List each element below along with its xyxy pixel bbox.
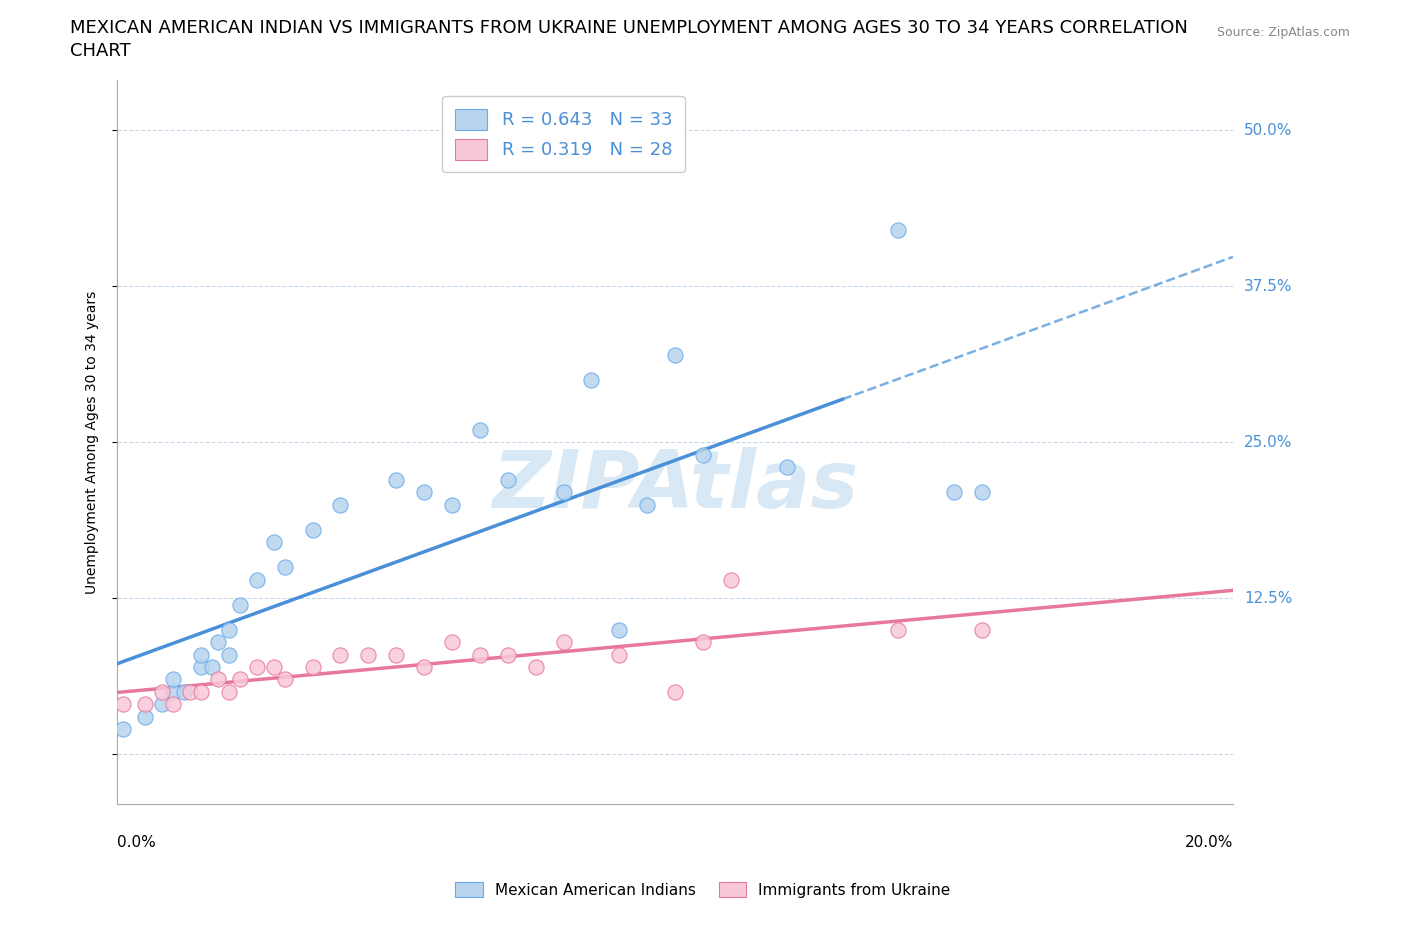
Point [609,647,631,662]
Text: 12.5%: 12.5% [1244,591,1292,605]
Point [692,634,714,649]
Point [468,647,491,662]
Point [111,722,134,737]
Y-axis label: Unemployment Among Ages 30 to 34 years: Unemployment Among Ages 30 to 34 years [86,290,100,594]
Text: 37.5%: 37.5% [1244,279,1292,294]
Text: Source: ZipAtlas.com: Source: ZipAtlas.com [1216,26,1350,39]
Point [468,422,491,437]
Point [441,634,464,649]
Point [496,472,519,487]
Point [263,535,285,550]
Point [179,684,201,699]
Point [201,659,224,674]
Point [413,659,436,674]
Point [413,485,436,499]
Point [273,560,295,575]
Point [273,672,295,687]
Point [609,622,631,637]
Point [329,498,352,512]
Point [301,659,323,674]
Point [720,572,742,587]
Point [263,659,285,674]
Point [636,498,658,512]
Point [581,372,603,387]
Point [887,222,910,237]
Text: 50.0%: 50.0% [1244,123,1292,138]
Point [970,622,993,637]
Point [301,522,323,537]
Point [664,348,686,363]
Point [229,597,252,612]
Point [357,647,380,662]
Point [134,697,156,711]
Point [664,684,686,699]
Point [162,672,184,687]
Point [190,659,212,674]
Point [162,684,184,699]
Point [970,485,993,499]
Point [887,622,910,637]
Text: MEXICAN AMERICAN INDIAN VS IMMIGRANTS FROM UKRAINE UNEMPLOYMENT AMONG AGES 30 TO: MEXICAN AMERICAN INDIAN VS IMMIGRANTS FR… [70,19,1188,36]
Legend: Mexican American Indians, Immigrants from Ukraine: Mexican American Indians, Immigrants fro… [449,875,957,904]
Point [776,459,799,474]
Point [246,659,269,674]
Point [150,684,173,699]
Point [692,447,714,462]
Point [150,697,173,711]
Text: CHART: CHART [70,42,131,60]
Point [441,498,464,512]
Point [173,684,195,699]
Point [943,485,966,499]
Point [190,684,212,699]
Point [385,472,408,487]
Point [218,647,240,662]
Point [246,572,269,587]
Point [385,647,408,662]
Point [207,672,229,687]
Point [218,622,240,637]
Point [207,634,229,649]
Point [218,684,240,699]
Point [496,647,519,662]
Text: 25.0%: 25.0% [1244,434,1292,450]
Point [329,647,352,662]
Text: 0.0%: 0.0% [117,835,156,850]
Point [553,634,575,649]
Point [162,697,184,711]
Legend: R = 0.643   N = 33, R = 0.319   N = 28: R = 0.643 N = 33, R = 0.319 N = 28 [441,97,685,172]
Point [553,485,575,499]
Point [229,672,252,687]
Point [190,647,212,662]
Point [524,659,547,674]
Text: ZIPAtlas: ZIPAtlas [492,446,858,525]
Text: 20.0%: 20.0% [1185,835,1233,850]
Point [111,697,134,711]
Point [134,710,156,724]
